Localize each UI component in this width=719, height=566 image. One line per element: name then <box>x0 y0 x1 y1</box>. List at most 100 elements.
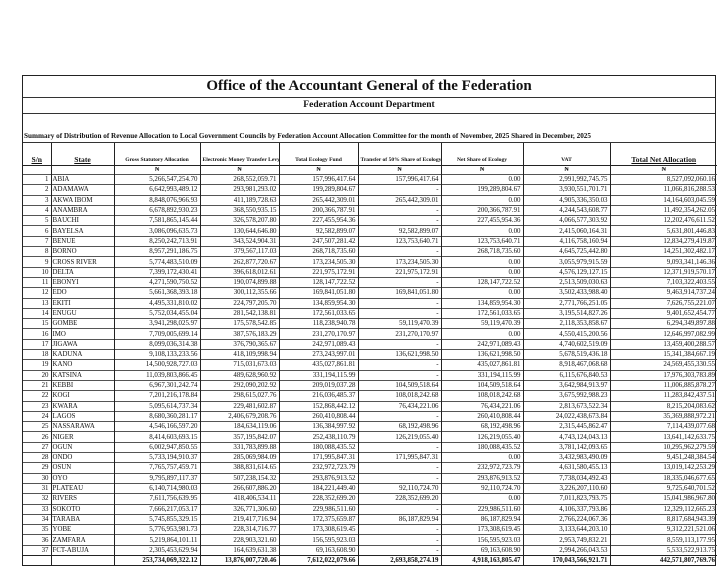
cell-net-ecology: 136,621,998.50 <box>440 349 523 360</box>
table-row: 10 DELTA 7,399,172,430.41 396,618,012.61 221… <box>23 266 717 278</box>
cell-sn: 9 <box>23 256 51 268</box>
table-row: 33 SOKOTO 7,666,217,053.17 326,771,306.60 22… <box>23 503 717 515</box>
cell-total-net: 9,312,221,521.06 <box>609 524 717 535</box>
column-headers: S/n State Gross Statutory Allocation Ele… <box>23 143 717 166</box>
cell-total-net: 6,294,349,897.88 <box>609 318 717 329</box>
cell-state: EBONYI <box>50 276 114 288</box>
cell-total-net: 14,251,302,482.17 <box>609 246 717 257</box>
cell-state: KEBBI <box>50 379 114 391</box>
cell-total-net: 9,401,652,454.77 <box>609 307 717 319</box>
cell-total-ecology: 209,019,037.28 <box>278 379 358 391</box>
cell-state: OGUN <box>50 441 114 453</box>
cell-sn: 36 <box>23 534 51 546</box>
cell-emtl: 298,615,027.76 <box>199 390 279 402</box>
cell-net-ecology: 331,194,115.99 <box>440 369 523 381</box>
cell-emtl: 175,578,542.85 <box>199 318 279 329</box>
cell-gross-statutory: 3,941,298,025.97 <box>113 318 200 329</box>
total-sn <box>23 555 51 565</box>
cell-gross-statutory: 5,219,864,101.11 <box>113 534 200 546</box>
cell-state: ABIA <box>50 173 114 185</box>
cell-net-ecology: 0.00 <box>440 452 523 463</box>
cell-gross-statutory: 6,642,993,489.12 <box>113 184 200 196</box>
cell-sn: 33 <box>23 503 51 515</box>
cell-emtl: 164,639,631.38 <box>199 544 279 556</box>
header-sn: S/n <box>31 154 43 164</box>
cell-total-net: 15,041,986,967.80 <box>609 493 717 504</box>
table-row: 2 ADAMAWA 6,642,993,489.12 293,981,293.02 19… <box>23 184 717 196</box>
cell-total-ecology: 169,841,051.80 <box>278 287 358 299</box>
cell-vat: 4,631,580,455.13 <box>522 462 610 474</box>
cell-state: EDO <box>50 287 114 299</box>
cell-total-net: 8,559,113,177.95 <box>609 534 717 546</box>
cell-total-ecology: 221,975,172.91 <box>278 266 358 278</box>
cell-total-ecology: 260,410,808.44 <box>278 410 358 422</box>
table-row: 28 ONDO 5,733,194,910.37 285,069,984.09 171,… <box>23 452 717 463</box>
cell-total-ecology: 172,375,659.87 <box>278 513 358 525</box>
cell-ecology-transfer: 123,753,640.71 <box>357 235 441 247</box>
cell-net-ecology: 0.00 <box>440 287 523 299</box>
cell-sn: 14 <box>23 307 51 319</box>
cell-state: NASSARAWA <box>50 421 114 432</box>
cell-total-ecology: 136,384,997.92 <box>278 421 358 432</box>
table-row: 9 CROSS RIVER 5,774,483,510.09 262,877,720.… <box>23 256 717 268</box>
cell-net-ecology: 227,455,954.36 <box>440 215 523 226</box>
cell-ecology-transfer: 136,621,998.50 <box>357 349 441 360</box>
cell-emtl: 388,831,614.65 <box>199 462 279 474</box>
cell-total-ecology: 199,289,804.67 <box>278 184 358 196</box>
cell-sn: 7 <box>23 235 51 247</box>
cell-total-net: 11,492,354,262.05 <box>609 204 717 216</box>
cell-total-net: 35,369,888,972.21 <box>609 410 717 422</box>
cell-vat: 4,905,336,350.03 <box>522 194 610 206</box>
cell-emtl: 507,238,154.32 <box>199 472 279 484</box>
currency-cell <box>23 165 51 175</box>
cell-total-ecology: 228,352,699.20 <box>278 493 358 504</box>
cell-total-ecology: 171,995,847.31 <box>278 452 358 463</box>
cell-emtl: 376,790,365.67 <box>199 338 279 350</box>
cell-vat: 4,550,415,200.56 <box>522 328 610 340</box>
table-row: 31 PLATEAU 6,140,714,980.03 266,607,886.20 1… <box>23 482 717 494</box>
cell-total-net: 9,463,914,737.24 <box>609 287 717 299</box>
cell-sn: 37 <box>23 544 51 556</box>
cell-emtl: 489,628,960.92 <box>199 369 279 381</box>
summary-caption: Summary of Distribution of Revenue Alloc… <box>23 114 715 143</box>
cell-net-ecology: 0.00 <box>440 266 523 278</box>
table-row: 11 EBONYI 4,271,590,750.52 190,074,899.88 12… <box>23 276 717 288</box>
cell-sn: 31 <box>23 482 51 494</box>
currency-row: ₦ ₦ ₦ ₦ ₦ ₦ ₦ <box>23 165 717 175</box>
cell-vat: 4,743,124,043.13 <box>522 431 610 443</box>
cell-ecology-transfer: - <box>357 503 441 515</box>
cell-state: BENUE <box>50 235 114 247</box>
cell-ecology-transfer: - <box>357 369 441 381</box>
cell-state: IMO <box>50 328 114 340</box>
cell-ecology-transfer: 86,187,829.94 <box>357 513 441 525</box>
cell-sn: 24 <box>23 410 51 422</box>
cell-gross-statutory: 5,752,034,455.04 <box>113 307 200 319</box>
table-row: 7 BENUE 8,250,242,713.91 343,524,904.31 247,… <box>23 235 717 247</box>
cell-ecology-transfer: - <box>357 462 441 474</box>
cell-ecology-transfer: 169,841,051.80 <box>357 287 441 299</box>
cell-total-net: 13,019,142,253.29 <box>609 462 717 474</box>
cell-total-ecology: 157,996,417.64 <box>278 173 358 185</box>
table-row: 29 OSUN 7,765,757,459.71 388,831,614.65 232,… <box>23 462 717 474</box>
cell-sn: 8 <box>23 246 51 257</box>
cell-vat: 4,116,758,160.94 <box>522 235 610 247</box>
cell-ecology-transfer: 126,219,055.40 <box>357 431 441 443</box>
allocation-sheet: Office of the Accountant General of the … <box>22 75 717 566</box>
cell-total-net: 9,451,248,384.54 <box>609 452 717 463</box>
table-row: 19 KANO 14,500,928,727.03 715,031,673.03 435… <box>23 359 717 371</box>
cell-vat: 5,678,519,436.18 <box>522 349 610 360</box>
cell-sn: 18 <box>23 349 51 360</box>
cell-sn: 29 <box>23 462 51 474</box>
cell-net-ecology: 76,434,221.06 <box>440 400 523 412</box>
total-ecology-transfer: 2,693,858,274.19 <box>357 555 441 565</box>
cell-state: YOBE <box>50 524 114 535</box>
table-row: 27 OGUN 6,002,947,850.55 331,783,899.88 180,… <box>23 441 717 453</box>
cell-net-ecology: 242,971,089.43 <box>440 338 523 350</box>
table-row: 1 ABIA 5,266,547,254.70 268,552,059.71 157,9… <box>23 173 717 185</box>
cell-sn: 20 <box>23 369 51 381</box>
cell-net-ecology: 69,163,608.90 <box>440 544 523 556</box>
cell-emtl: 190,074,899.88 <box>199 276 279 288</box>
cell-state: BORNO <box>50 246 114 257</box>
cell-total-ecology: 247,507,281.42 <box>278 235 358 247</box>
cell-total-net: 13,641,142,633.75 <box>609 431 717 443</box>
